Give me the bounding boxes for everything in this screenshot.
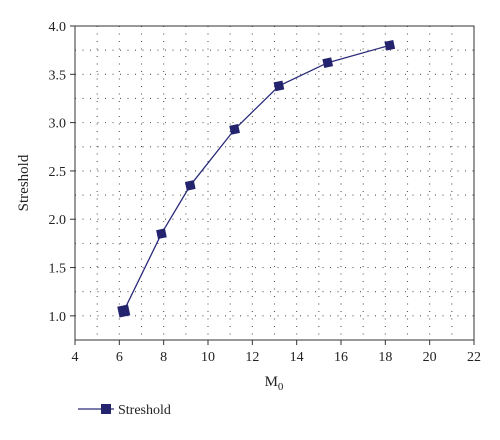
x-tick-label: 18: [378, 350, 392, 365]
y-axis: 1.0 1.5 2.0 2.5 3.0 3.5 4.0: [49, 20, 75, 325]
x-axis-title-main: M: [265, 374, 278, 390]
x-axis-title: M0: [265, 374, 284, 393]
y-tick-label: 4.0: [49, 20, 67, 35]
x-axis: 4 6 8 10 12 14 16 18 20 22: [72, 340, 481, 365]
data-point: [184, 180, 196, 191]
x-tick-label: 20: [423, 350, 437, 365]
y-tick-label: 1.0: [49, 310, 67, 325]
legend-label: Streshold: [118, 403, 171, 418]
x-tick-label: 4: [72, 350, 79, 365]
data-point: [117, 304, 131, 318]
x-tick-label: 8: [160, 350, 167, 365]
y-tick-label: 1.5: [49, 262, 67, 277]
data-point: [229, 124, 240, 135]
data-point: [156, 228, 167, 240]
legend-marker: [101, 404, 111, 414]
y-tick-label: 3.5: [49, 68, 67, 83]
x-tick-label: 14: [290, 350, 304, 365]
series-layer: [117, 39, 396, 318]
x-tick-label: 22: [467, 350, 481, 365]
x-tick-label: 12: [245, 350, 259, 365]
plot-frame: [74, 25, 475, 341]
x-tick-label: 16: [334, 350, 348, 365]
y-tick-label: 3.0: [49, 117, 67, 132]
y-tick-label: 2.5: [49, 165, 67, 180]
grid: [75, 26, 474, 340]
data-point: [273, 80, 285, 92]
x-axis-title-subscript: 0: [278, 381, 284, 393]
y-tick-label: 2.0: [49, 213, 67, 228]
data-point: [322, 57, 334, 69]
series-line: [123, 44, 390, 312]
x-tick-label: 10: [201, 350, 215, 365]
y-axis-title: Streshold: [16, 154, 32, 211]
legend: Streshold: [78, 403, 171, 418]
x-tick-label: 6: [116, 350, 123, 365]
data-point: [384, 39, 396, 51]
